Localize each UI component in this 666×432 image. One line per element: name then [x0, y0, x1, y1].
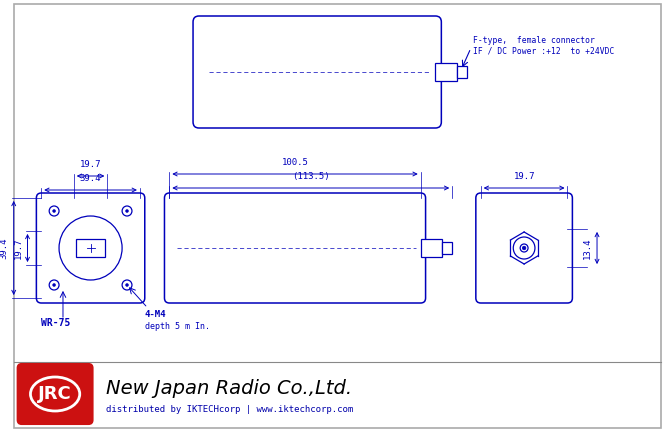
- Ellipse shape: [31, 377, 80, 411]
- FancyBboxPatch shape: [193, 16, 442, 128]
- Bar: [457, 66, 467, 78]
- Text: F-type,  female connector: F-type, female connector: [473, 36, 595, 45]
- Text: 39.4: 39.4: [80, 174, 101, 183]
- Circle shape: [126, 210, 129, 213]
- Bar: [436, 63, 457, 81]
- Circle shape: [49, 206, 59, 216]
- Bar: [76, 239, 105, 257]
- Circle shape: [53, 210, 55, 213]
- Bar: [421, 239, 442, 257]
- Text: New Japan Radio Co.,Ltd.: New Japan Radio Co.,Ltd.: [107, 378, 352, 397]
- Text: WR-75: WR-75: [41, 318, 71, 328]
- FancyBboxPatch shape: [18, 364, 93, 424]
- Text: 19.7: 19.7: [13, 237, 23, 259]
- Text: 39.4: 39.4: [0, 237, 9, 259]
- Text: 13.4: 13.4: [583, 237, 592, 259]
- Text: 100.5: 100.5: [282, 158, 308, 167]
- Text: 19.7: 19.7: [80, 160, 101, 169]
- Text: depth 5 m In.: depth 5 m In.: [145, 322, 210, 331]
- Text: (113.5): (113.5): [292, 172, 330, 181]
- Text: 4-M4: 4-M4: [145, 310, 166, 319]
- FancyBboxPatch shape: [37, 193, 145, 303]
- FancyBboxPatch shape: [476, 193, 572, 303]
- Circle shape: [49, 280, 59, 290]
- Circle shape: [59, 216, 122, 280]
- Circle shape: [122, 206, 132, 216]
- Circle shape: [126, 283, 129, 286]
- Text: IF / DC Power :+12  to +24VDC: IF / DC Power :+12 to +24VDC: [473, 46, 614, 55]
- Text: JRC: JRC: [38, 385, 72, 403]
- Circle shape: [122, 280, 132, 290]
- FancyBboxPatch shape: [165, 193, 426, 303]
- Text: 19.7: 19.7: [513, 172, 535, 181]
- Text: distributed by IKTECHcorp | www.iktechcorp.com: distributed by IKTECHcorp | www.iktechco…: [107, 406, 354, 414]
- Circle shape: [513, 237, 535, 259]
- Bar: [442, 242, 452, 254]
- Circle shape: [520, 244, 528, 252]
- Circle shape: [53, 283, 55, 286]
- Circle shape: [522, 246, 526, 250]
